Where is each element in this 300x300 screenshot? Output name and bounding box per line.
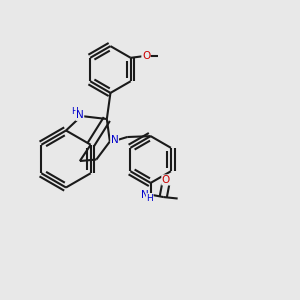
Text: H: H <box>146 194 153 203</box>
Text: N: N <box>76 110 84 120</box>
Text: N: N <box>111 135 119 145</box>
Text: O: O <box>142 51 150 61</box>
Text: H: H <box>71 107 77 116</box>
Text: O: O <box>162 175 170 185</box>
Text: N: N <box>141 190 149 200</box>
